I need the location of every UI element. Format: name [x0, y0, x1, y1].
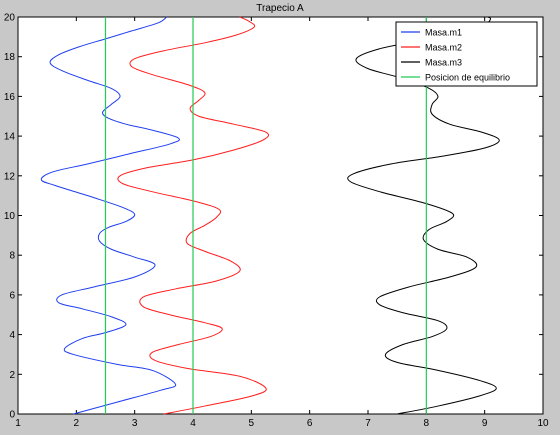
x-tick-label: 2 [74, 418, 80, 429]
x-tick-label: 3 [132, 418, 138, 429]
y-tick-label: 20 [4, 13, 16, 24]
x-tick-label: 9 [482, 418, 488, 429]
x-tick-label: 6 [307, 418, 313, 429]
legend-label: Posicion de equilibrio [425, 73, 510, 83]
series-line-m3 [347, 16, 500, 415]
x-tick-label: 4 [190, 418, 196, 429]
data-series [40, 16, 500, 415]
x-tick-label: 7 [365, 418, 371, 429]
legend-label: Masa.m1 [425, 28, 462, 38]
legend-box [395, 21, 538, 87]
y-tick-label: 12 [4, 171, 16, 182]
chart-title: Trapecio A [256, 3, 304, 14]
x-tick-label: 5 [249, 418, 255, 429]
y-tick-label: 4 [9, 330, 15, 341]
legend-label: Masa.m2 [425, 43, 462, 53]
y-tick-label: 0 [9, 410, 15, 421]
legend: Masa.m1 Masa.m2 Masa.m3 Posicion de equilib… [395, 21, 538, 87]
legend-label: Masa.m3 [425, 58, 462, 68]
y-tick-label: 2 [9, 370, 15, 381]
y-tick-label: 18 [4, 52, 16, 63]
y-tick-label: 16 [4, 92, 16, 103]
y-tick-label: 14 [4, 132, 16, 143]
y-tick-label: 8 [9, 251, 15, 262]
y-tick-label: 10 [4, 211, 16, 222]
x-tick-label: 1 [15, 418, 21, 429]
series-line-m1 [40, 16, 180, 415]
series-line-m2 [117, 16, 270, 415]
y-tick-label: 6 [9, 290, 15, 301]
x-tick-label: 8 [424, 418, 430, 429]
x-tick-label: 10 [537, 418, 549, 429]
